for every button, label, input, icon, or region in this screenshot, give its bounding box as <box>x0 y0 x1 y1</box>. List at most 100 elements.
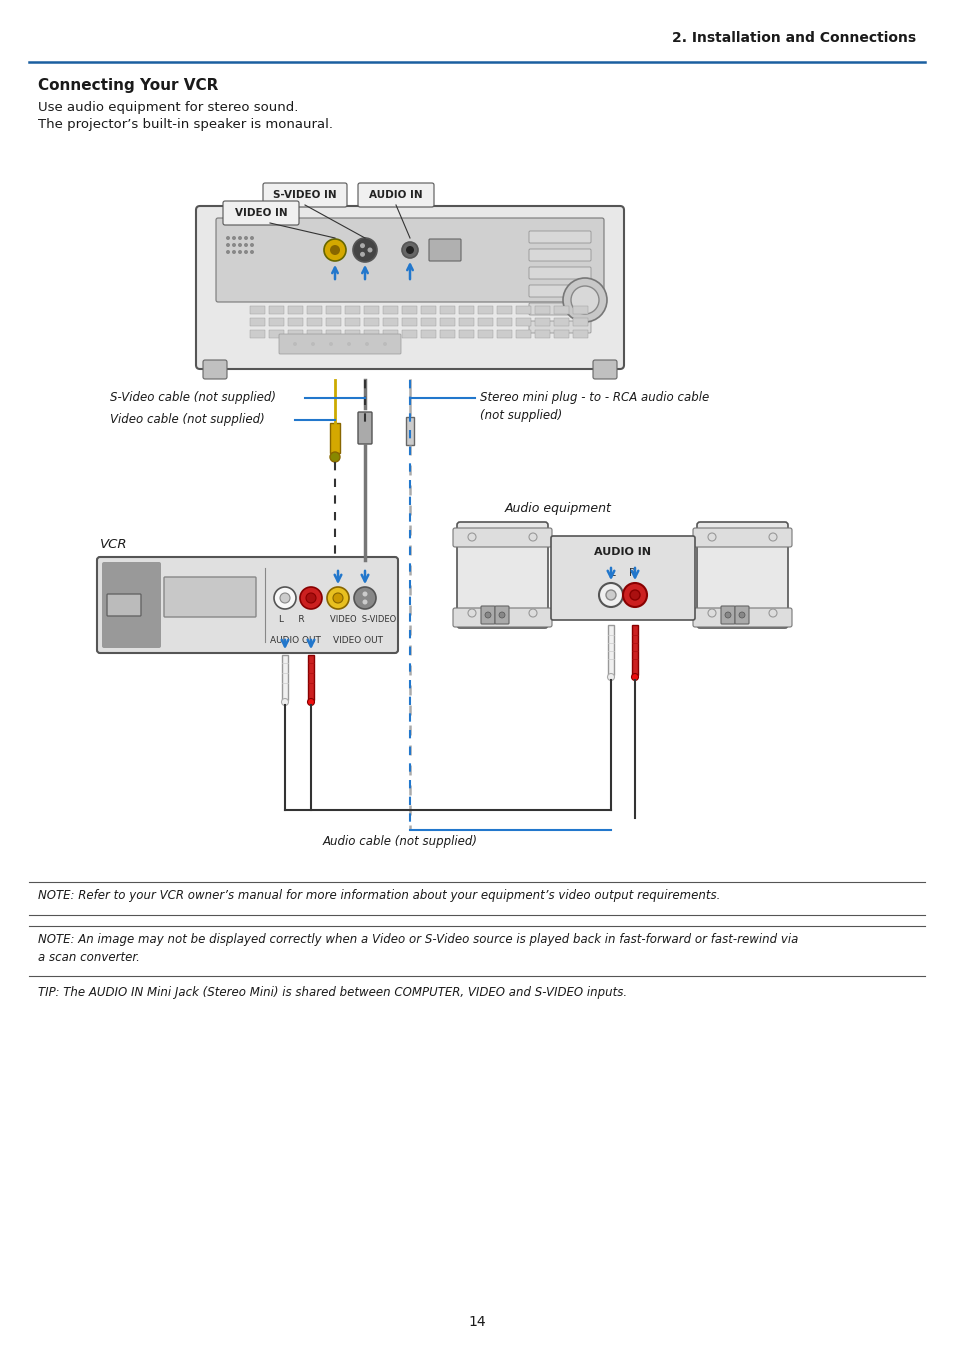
Bar <box>458 306 474 314</box>
FancyBboxPatch shape <box>734 607 748 624</box>
Circle shape <box>280 593 290 603</box>
Circle shape <box>498 612 504 617</box>
FancyBboxPatch shape <box>263 183 347 208</box>
Text: VIDEO OUT: VIDEO OUT <box>333 636 382 644</box>
Circle shape <box>406 245 414 253</box>
Text: AUDIO OUT: AUDIO OUT <box>270 636 320 644</box>
Bar <box>250 330 265 338</box>
Circle shape <box>311 342 314 346</box>
Circle shape <box>347 342 351 346</box>
Circle shape <box>226 243 230 247</box>
FancyBboxPatch shape <box>529 267 590 279</box>
Bar <box>288 306 303 314</box>
Bar <box>364 306 378 314</box>
Bar <box>535 330 550 338</box>
FancyBboxPatch shape <box>223 201 298 225</box>
Text: L     R: L R <box>278 615 304 624</box>
FancyBboxPatch shape <box>164 577 255 617</box>
Bar <box>345 330 359 338</box>
FancyBboxPatch shape <box>692 608 791 627</box>
FancyBboxPatch shape <box>495 607 509 624</box>
Circle shape <box>232 243 235 247</box>
FancyBboxPatch shape <box>102 562 161 648</box>
Circle shape <box>327 586 349 609</box>
Text: S-Video cable (not supplied): S-Video cable (not supplied) <box>110 391 275 404</box>
FancyBboxPatch shape <box>697 522 787 628</box>
Bar <box>535 306 550 314</box>
Text: VIDEO  S-VIDEO: VIDEO S-VIDEO <box>330 615 395 624</box>
FancyBboxPatch shape <box>480 607 495 624</box>
Text: S-VIDEO IN: S-VIDEO IN <box>273 190 336 200</box>
FancyBboxPatch shape <box>456 522 547 628</box>
Bar <box>269 318 284 326</box>
FancyBboxPatch shape <box>195 206 623 369</box>
Bar <box>439 330 455 338</box>
Text: Stereo mini plug - to - RCA audio cable: Stereo mini plug - to - RCA audio cable <box>479 391 708 404</box>
Circle shape <box>468 532 476 541</box>
Bar <box>573 318 587 326</box>
Circle shape <box>631 674 638 681</box>
FancyBboxPatch shape <box>551 537 695 620</box>
Bar <box>345 318 359 326</box>
Circle shape <box>232 236 235 240</box>
Circle shape <box>329 342 333 346</box>
Bar <box>269 330 284 338</box>
Circle shape <box>244 236 248 240</box>
Bar <box>406 417 414 445</box>
Bar <box>477 318 493 326</box>
Text: a scan converter.: a scan converter. <box>38 950 140 964</box>
Text: NOTE: An image may not be displayed correctly when a Video or S-Video source is : NOTE: An image may not be displayed corr… <box>38 933 798 946</box>
FancyBboxPatch shape <box>357 183 434 208</box>
Circle shape <box>768 532 776 541</box>
FancyBboxPatch shape <box>692 528 791 547</box>
Bar <box>364 330 378 338</box>
Circle shape <box>707 609 716 617</box>
Bar <box>401 306 416 314</box>
Circle shape <box>598 582 622 607</box>
Bar <box>382 306 397 314</box>
Circle shape <box>468 609 476 617</box>
Text: 14: 14 <box>468 1316 485 1329</box>
Bar <box>420 306 436 314</box>
FancyBboxPatch shape <box>278 334 400 355</box>
Bar <box>382 330 397 338</box>
FancyBboxPatch shape <box>529 303 590 315</box>
Bar <box>308 655 314 700</box>
FancyBboxPatch shape <box>593 360 617 379</box>
Circle shape <box>707 532 716 541</box>
Text: R: R <box>629 568 636 578</box>
Circle shape <box>293 342 296 346</box>
Circle shape <box>237 249 242 253</box>
Circle shape <box>244 243 248 247</box>
Circle shape <box>299 586 322 609</box>
Text: Audio equipment: Audio equipment <box>504 501 611 515</box>
Bar <box>439 318 455 326</box>
Circle shape <box>367 248 372 252</box>
FancyBboxPatch shape <box>529 231 590 243</box>
Text: VIDEO IN: VIDEO IN <box>234 208 287 218</box>
Bar <box>307 306 322 314</box>
Text: The projector’s built-in speaker is monaural.: The projector’s built-in speaker is mona… <box>38 119 333 131</box>
Circle shape <box>307 698 314 705</box>
FancyBboxPatch shape <box>203 360 227 379</box>
Bar <box>477 330 493 338</box>
Bar <box>439 306 455 314</box>
Circle shape <box>353 239 376 262</box>
Bar <box>288 330 303 338</box>
Text: L: L <box>610 568 616 578</box>
Circle shape <box>274 586 295 609</box>
Text: AUDIO IN: AUDIO IN <box>594 547 651 557</box>
FancyBboxPatch shape <box>529 321 590 333</box>
FancyBboxPatch shape <box>453 528 552 547</box>
Circle shape <box>739 612 744 617</box>
Bar <box>401 330 416 338</box>
Bar <box>250 306 265 314</box>
Bar <box>401 318 416 326</box>
Circle shape <box>401 243 417 257</box>
Bar <box>307 330 322 338</box>
Bar <box>250 318 265 326</box>
Bar <box>307 318 322 326</box>
Circle shape <box>529 532 537 541</box>
Circle shape <box>226 236 230 240</box>
Circle shape <box>333 593 343 603</box>
